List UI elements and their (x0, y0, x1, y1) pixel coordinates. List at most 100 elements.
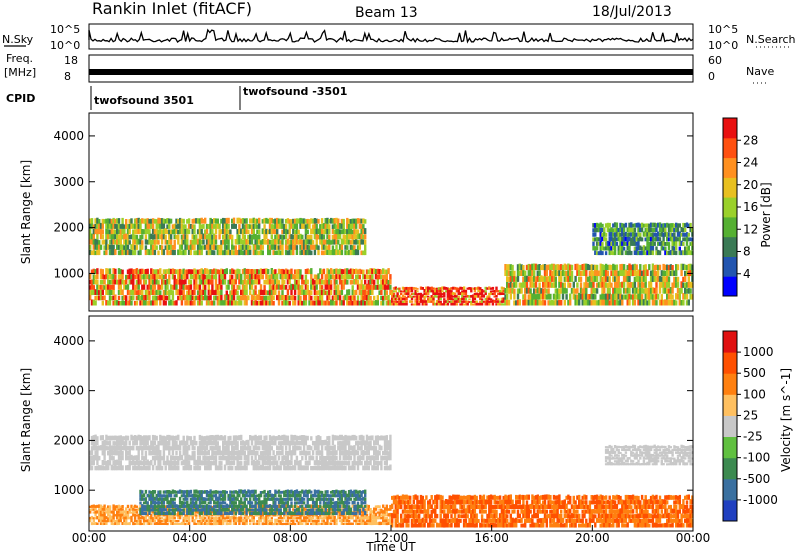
data-cell (510, 294, 512, 300)
data-cell (443, 298, 445, 300)
data-cell (314, 250, 316, 255)
data-cell (398, 288, 400, 290)
data-cell (183, 508, 185, 511)
data-cell (254, 285, 256, 290)
data-cell (402, 523, 404, 528)
data-cell (220, 295, 222, 301)
data-cell (245, 512, 247, 516)
data-cell (328, 224, 330, 229)
data-cell (139, 250, 141, 256)
data-cell (371, 290, 373, 296)
data-cell (238, 494, 240, 497)
data-cell (179, 516, 181, 519)
data-cell (168, 223, 170, 229)
data-cell (120, 285, 122, 290)
data-cell (474, 289, 476, 292)
data-cell (688, 233, 690, 237)
data-cell (316, 224, 318, 229)
data-cell (610, 283, 612, 288)
data-cell (105, 522, 107, 525)
data-cell (294, 505, 296, 508)
data-cell (607, 271, 609, 276)
data-cell (154, 520, 156, 522)
data-cell (195, 501, 197, 505)
data-cell (655, 246, 657, 250)
colorbar-swatch (723, 158, 737, 178)
data-cell (204, 285, 206, 290)
data-cell (659, 251, 661, 256)
data-cell (574, 276, 576, 282)
data-cell (357, 502, 359, 505)
data-cell (495, 295, 497, 298)
data-cell (109, 505, 111, 508)
data-cell (156, 245, 158, 250)
data-cell (224, 493, 226, 497)
data-cell (299, 494, 301, 497)
data-cell (224, 274, 226, 279)
data-cell (226, 491, 228, 494)
data-cell (287, 501, 289, 505)
data-cell (664, 247, 666, 251)
data-cell (538, 283, 540, 288)
data-cell (96, 523, 98, 525)
data-cell (343, 511, 345, 515)
nsky-tick-top: 10^5 (50, 23, 80, 36)
data-cell (312, 498, 314, 501)
data-cell (677, 282, 679, 288)
data-cell (526, 282, 528, 288)
data-cell (211, 285, 213, 290)
data-cell (569, 294, 571, 300)
data-cell (190, 490, 192, 494)
data-cell (251, 501, 253, 504)
data-cell (330, 280, 332, 285)
data-cell (281, 520, 283, 522)
data-cell (262, 245, 264, 250)
data-cell (341, 290, 343, 295)
data-cell (328, 295, 330, 301)
data-cell (123, 229, 125, 234)
cpid-strip: CPID twofsound 3501 twofsound -3501 (6, 85, 347, 110)
data-cell (157, 251, 159, 256)
data-cell (495, 287, 497, 290)
data-cell (186, 234, 188, 239)
colorbar-tick-label: 8 (743, 245, 751, 259)
data-cell (260, 511, 262, 515)
data-cell (307, 500, 309, 504)
data-cell (267, 517, 269, 520)
data-cell (645, 276, 647, 282)
data-cell (285, 224, 287, 229)
data-cell (121, 505, 123, 508)
data-cell (335, 522, 337, 525)
data-cell (109, 508, 111, 511)
data-cell (112, 289, 114, 295)
data-cell (352, 523, 354, 525)
data-cell (362, 270, 364, 275)
data-cell (147, 269, 149, 274)
data-cell (387, 295, 389, 300)
nave-tick-bottom: 0 (708, 70, 715, 83)
data-cell (168, 295, 170, 301)
data-cell (585, 287, 587, 294)
data-cell (409, 496, 411, 500)
data-cell (628, 246, 630, 251)
data-cell (271, 517, 273, 519)
data-cell (377, 300, 379, 306)
data-cell (330, 289, 332, 295)
data-cell (689, 223, 691, 228)
data-cell (634, 228, 636, 232)
data-cell (476, 301, 478, 303)
data-cell (603, 227, 605, 232)
data-cell (407, 523, 409, 527)
data-cell (188, 522, 190, 525)
data-cell (623, 264, 625, 270)
data-cell (103, 513, 105, 516)
data-cell (233, 285, 235, 290)
nsky-panel: N.Sky 10^5 10^0 10^5 10^0 N.Search (2, 23, 796, 52)
data-cell (565, 288, 567, 294)
data-cell (190, 284, 192, 290)
data-cell (199, 285, 201, 290)
data-cell (218, 224, 220, 229)
data-cell (485, 290, 487, 292)
